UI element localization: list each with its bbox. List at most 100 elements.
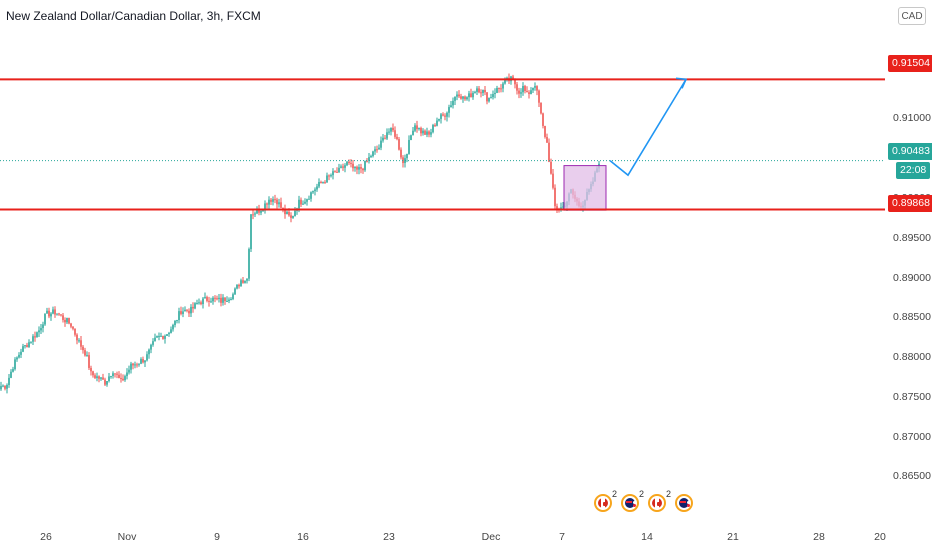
candle-body [348,161,350,163]
candle-body [0,386,2,390]
event-marker-ca-2[interactable] [648,494,666,512]
candle-body [408,140,410,154]
time-tick-label: 9 [214,531,220,543]
candle-body [158,336,160,338]
canada-flag-icon [652,498,662,508]
candle-body [6,384,8,389]
candle-body [134,364,136,366]
candle-body [292,216,294,218]
candle-body [170,329,172,333]
time-tick-label: 14 [641,531,653,543]
candle-body [184,309,186,312]
candle-body [220,297,222,303]
candle-body [540,102,542,114]
candle-body [310,192,312,199]
candle-body [156,336,158,338]
candle-body [398,139,400,150]
candle-body [94,375,96,378]
price-tick-label: 0.89000 [893,271,931,284]
candle-body [324,182,326,184]
candle-body [518,90,520,94]
candle-body [44,313,46,325]
candle-body [482,89,484,93]
candle-body [318,182,320,187]
candle-body [396,136,398,140]
candle-body [88,355,90,368]
candle-body [144,360,146,363]
candle-body [260,210,262,213]
candle-body [458,94,460,97]
candle-body [42,324,44,329]
candle-body [484,89,486,93]
candle-body [516,84,518,91]
candle-body [252,214,254,216]
candle-body [152,341,154,345]
candle-body [270,199,272,202]
candle-body [546,136,548,143]
candle-body [150,344,152,350]
candle-body [454,96,456,101]
event-marker-nz-1[interactable] [621,494,639,512]
event-marker-nz-2[interactable] [675,494,693,512]
candle-body [238,284,240,287]
candle-body [214,297,216,299]
candle-body [346,161,348,166]
candle-body [4,385,6,389]
candle-body [102,377,104,380]
candle-body [544,125,546,137]
resistance-price-tag: 0.91504 [888,55,932,72]
candle-body [92,371,94,376]
candle-body [342,166,344,168]
candle-body [82,346,84,351]
candle-body [40,328,42,331]
candle-body [344,165,346,168]
candle-body [278,202,280,205]
candle-body [38,330,40,333]
candle-body [330,175,332,177]
candle-body [66,318,68,323]
candle-body [56,313,58,315]
candle-body [298,199,300,209]
candle-body [308,198,310,200]
candle-body [512,76,514,80]
candle-body [494,92,496,95]
candle-body [250,214,252,250]
candle-body [202,298,204,305]
candle-body [126,372,128,377]
candle-body [108,376,110,382]
candle-body [124,376,126,381]
candle-body [46,310,48,314]
candle-body [64,319,66,323]
candle-body [138,363,140,365]
candle-body [286,211,288,215]
time-tick-label: 28 [813,531,825,543]
candle-body [160,335,162,337]
candle-body [204,297,206,299]
currency-button[interactable]: CAD [898,7,926,25]
candle-body [60,314,62,316]
candle-body [386,132,388,139]
economic-events-row: 2 2 2 [594,489,693,512]
candle-body [374,149,376,152]
candle-body [34,336,36,338]
candle-body [304,201,306,204]
candle-body [176,320,178,322]
candle-body [478,88,480,93]
candle-body [262,210,264,212]
candle-body [48,310,50,317]
candle-body [328,175,330,177]
candle-body [532,87,534,91]
candle-body [450,105,452,108]
candle-body [340,166,342,168]
candle-body [174,320,176,325]
event-marker-ca-1[interactable] [594,494,612,512]
candle-body [90,367,92,372]
new-zealand-flag-icon [625,498,636,508]
candle-body [414,125,416,131]
candle-body [78,340,80,342]
candle-body [338,167,340,173]
candle-body [224,297,226,302]
candle-body [20,351,22,355]
